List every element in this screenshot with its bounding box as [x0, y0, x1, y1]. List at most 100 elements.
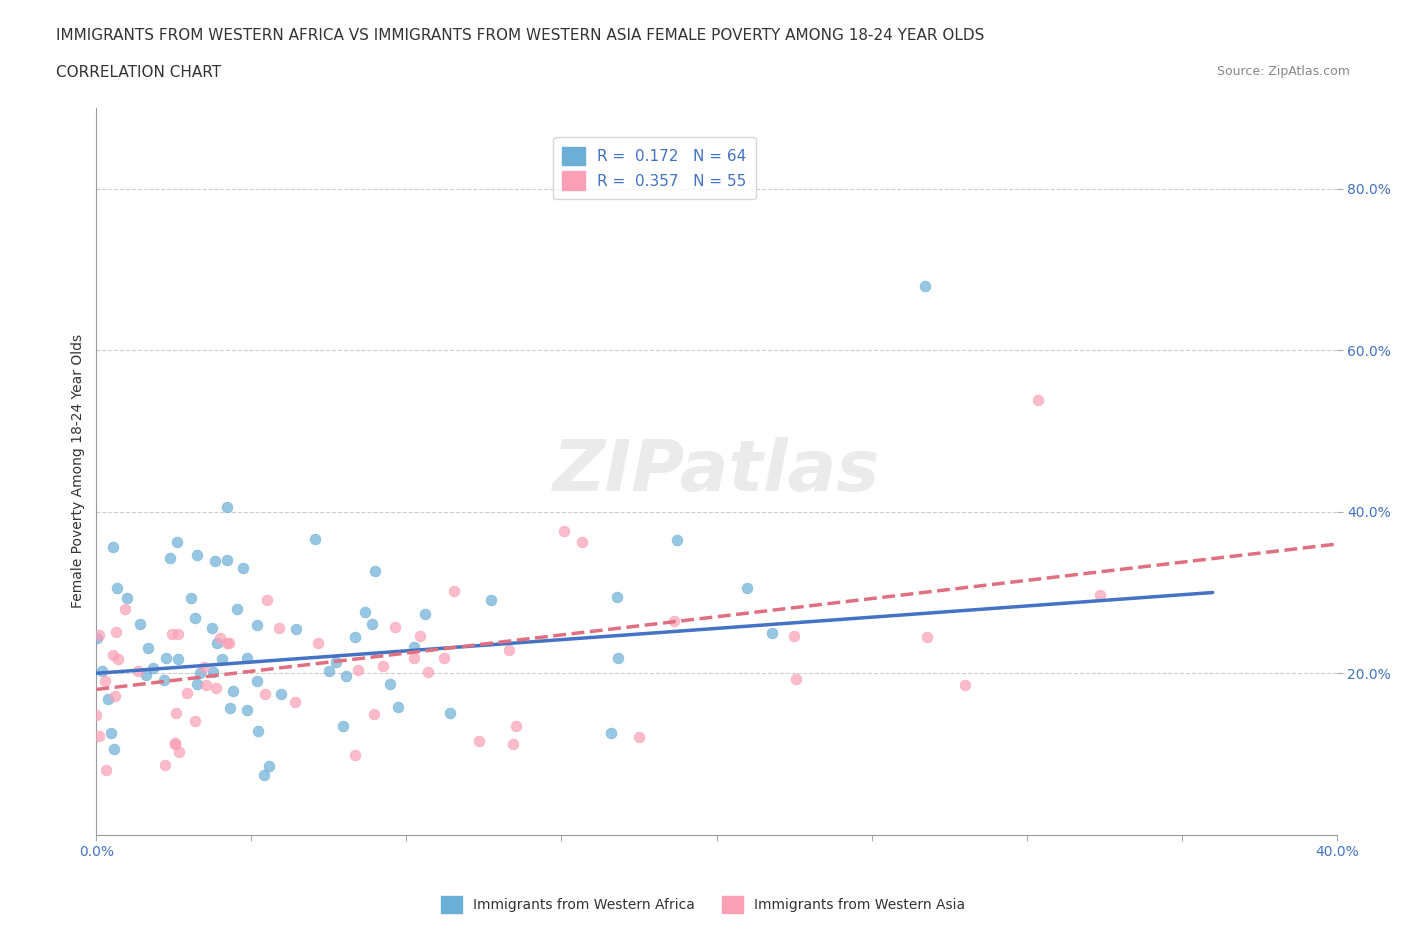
Point	[284, 621, 307, 636]
Point	[135, 668, 157, 683]
Point	[1026, 392, 1049, 407]
Point	[204, 553, 226, 568]
Text: ZIPatlas: ZIPatlas	[553, 437, 880, 506]
Text: IMMIGRANTS FROM WESTERN AFRICA VS IMMIGRANTS FROM WESTERN ASIA FEMALE POVERTY AM: IMMIGRANTS FROM WESTERN AFRICA VS IMMIGR…	[56, 28, 984, 43]
Point	[100, 725, 122, 740]
Point	[325, 655, 347, 670]
Point	[114, 602, 136, 617]
Point	[553, 524, 575, 538]
Point	[104, 625, 127, 640]
Point	[418, 664, 440, 679]
Point	[267, 620, 290, 635]
Point	[204, 681, 226, 696]
Point	[666, 533, 689, 548]
Point	[256, 593, 278, 608]
Point	[404, 651, 426, 666]
Point	[128, 617, 150, 631]
Point	[433, 651, 456, 666]
Point	[201, 620, 224, 635]
Point	[606, 590, 628, 604]
Point	[599, 725, 621, 740]
Point	[628, 729, 651, 744]
Point	[253, 767, 276, 782]
Point	[107, 652, 129, 667]
Point	[97, 691, 120, 706]
Point	[505, 719, 527, 734]
Point	[155, 651, 177, 666]
Point	[218, 635, 240, 650]
Point	[163, 737, 186, 751]
Point	[166, 627, 188, 642]
Point	[160, 627, 183, 642]
Point	[246, 724, 269, 738]
Point	[955, 678, 977, 693]
Point	[186, 548, 208, 563]
Point	[209, 631, 232, 645]
Point	[201, 664, 224, 679]
Legend: Immigrants from Western Africa, Immigrants from Western Asia: Immigrants from Western Africa, Immigran…	[434, 890, 972, 919]
Point	[194, 677, 217, 692]
Point	[90, 663, 112, 678]
Text: CORRELATION CHART: CORRELATION CHART	[56, 65, 221, 80]
Point	[409, 629, 432, 644]
Point	[257, 759, 280, 774]
Point	[332, 719, 354, 734]
Point	[284, 695, 307, 710]
Point	[103, 742, 125, 757]
Point	[347, 663, 370, 678]
Point	[163, 735, 186, 750]
Point	[335, 669, 357, 684]
Point	[87, 628, 110, 643]
Point	[384, 619, 406, 634]
Point	[94, 673, 117, 688]
Point	[180, 591, 202, 605]
Point	[236, 651, 259, 666]
Point	[304, 531, 326, 546]
Point	[186, 677, 208, 692]
Point	[215, 552, 238, 567]
Point	[176, 685, 198, 700]
Point	[246, 618, 269, 632]
Point	[498, 643, 520, 658]
Point	[86, 631, 108, 645]
Point	[218, 701, 240, 716]
Point	[226, 602, 249, 617]
Point	[785, 671, 807, 686]
Point	[153, 758, 176, 773]
Point	[101, 647, 124, 662]
Point	[662, 614, 685, 629]
Point	[413, 606, 436, 621]
Point	[167, 744, 190, 759]
Point	[378, 677, 401, 692]
Point	[246, 674, 269, 689]
Point	[184, 611, 207, 626]
Point	[387, 699, 409, 714]
Point	[104, 688, 127, 703]
Point	[479, 592, 502, 607]
Point	[142, 660, 165, 675]
Point	[364, 564, 387, 578]
Point	[222, 684, 245, 698]
Point	[165, 705, 187, 720]
Point	[138, 641, 160, 656]
Point	[190, 666, 212, 681]
Point	[166, 534, 188, 549]
Text: Source: ZipAtlas.com: Source: ZipAtlas.com	[1216, 65, 1350, 78]
Point	[159, 551, 181, 565]
Point	[782, 629, 804, 644]
Point	[571, 534, 593, 549]
Point	[96, 763, 118, 777]
Point	[167, 652, 190, 667]
Point	[318, 664, 340, 679]
Point	[307, 636, 329, 651]
Point	[502, 737, 524, 752]
Point	[361, 617, 384, 631]
Point	[253, 686, 276, 701]
Point	[439, 706, 461, 721]
Legend: R =  0.172   N = 64, R =  0.357   N = 55: R = 0.172 N = 64, R = 0.357 N = 55	[553, 138, 756, 199]
Point	[236, 702, 259, 717]
Point	[270, 687, 292, 702]
Point	[1090, 588, 1112, 603]
Point	[211, 652, 233, 667]
Point	[371, 658, 394, 673]
